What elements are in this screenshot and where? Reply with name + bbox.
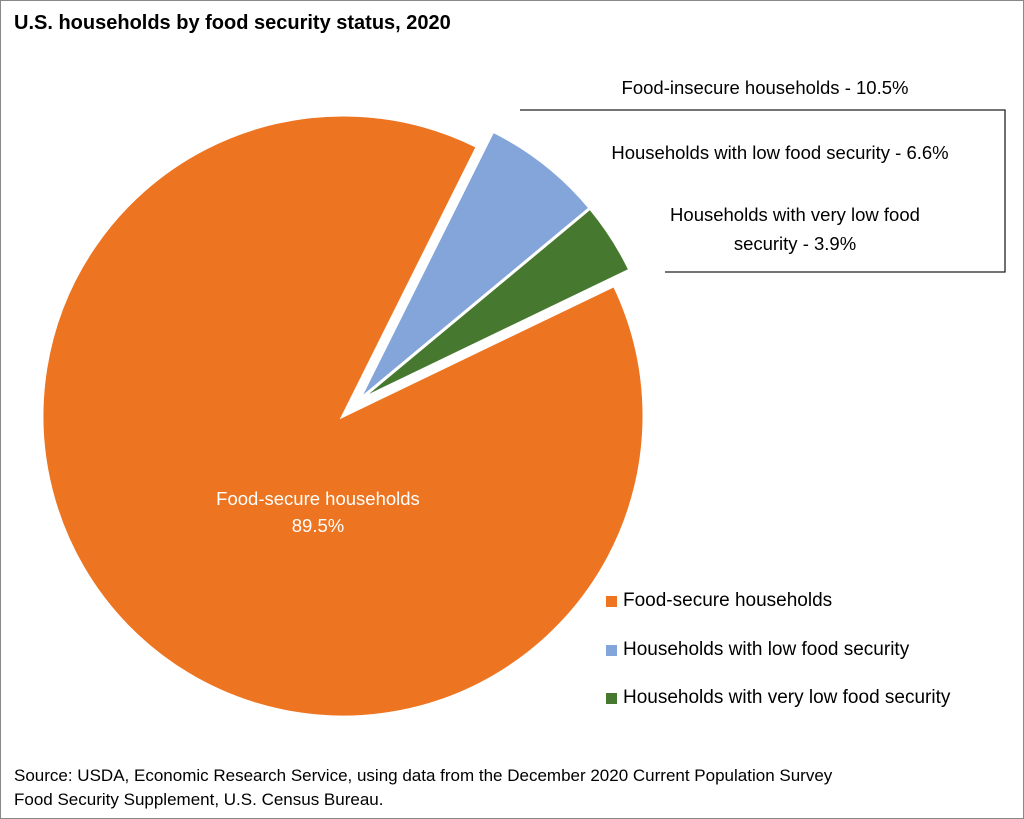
very-low-label-line2: security - 3.9% — [600, 229, 990, 258]
legend-label: Households with low food security — [623, 639, 909, 661]
legend-swatch — [606, 693, 617, 704]
legend-item-low: Households with low food security — [606, 639, 909, 661]
source-line-1: Source: USDA, Economic Research Service,… — [14, 764, 832, 788]
low-food-security-label: Households with low food security - 6.6% — [560, 138, 1000, 168]
very-low-label-line1: Households with very low food — [600, 200, 990, 229]
food-secure-label-name: Food-secure households — [168, 485, 468, 512]
source-note: Source: USDA, Economic Research Service,… — [14, 764, 832, 812]
legend-label: Food-secure households — [623, 590, 832, 612]
legend-item-food-secure: Food-secure households — [606, 590, 832, 612]
legend-item-very-low: Households with very low food security — [606, 687, 950, 709]
food-secure-label-value: 89.5% — [168, 512, 468, 539]
legend-label: Households with very low food security — [623, 687, 950, 709]
source-line-2: Food Security Supplement, U.S. Census Bu… — [14, 788, 832, 812]
food-insecure-annotation: Food-insecure households - 10.5% — [540, 73, 990, 103]
very-low-food-security-label: Households with very low food security -… — [600, 200, 990, 258]
food-secure-label: Food-secure households 89.5% — [168, 485, 468, 539]
legend-swatch — [606, 645, 617, 656]
legend-swatch — [606, 596, 617, 607]
